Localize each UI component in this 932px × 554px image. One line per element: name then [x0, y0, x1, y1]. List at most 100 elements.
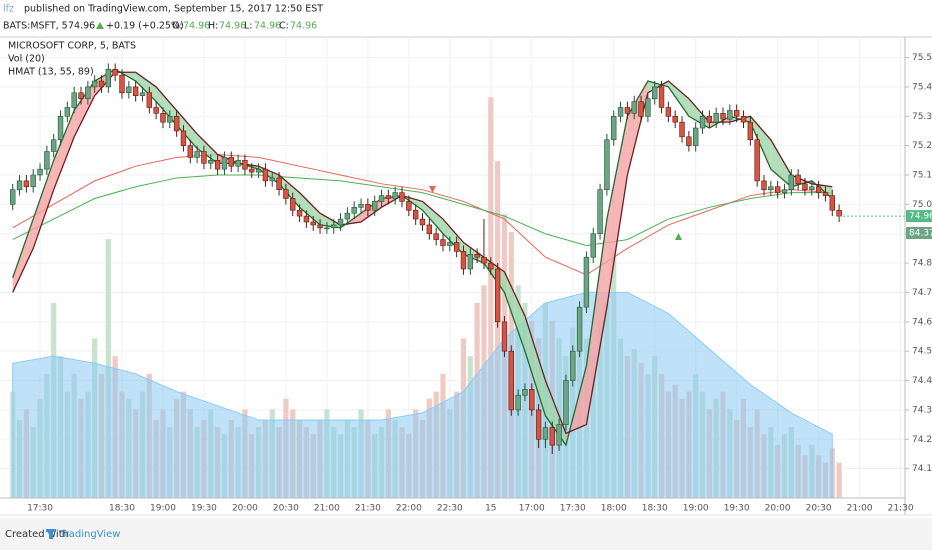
legend-volume: Vol (20): [8, 54, 45, 65]
candle-body: [672, 115, 678, 123]
candle-body: [98, 80, 105, 88]
y-tick-label: 75.40: [912, 82, 932, 92]
candle-body: [508, 350, 514, 411]
volume-bar: [488, 97, 494, 499]
moving-average: [12, 174, 833, 246]
candle-body: [460, 251, 467, 270]
candle-body: [440, 239, 446, 246]
candle-body: [105, 68, 112, 88]
candle-body: [296, 209, 303, 217]
candle-body: [201, 151, 207, 164]
volume-tag-label: 84.37: [909, 229, 932, 239]
candle-body: [337, 218, 344, 226]
candle-body: [515, 394, 521, 411]
candle-body: [372, 201, 378, 211]
hma-band: [33, 160, 54, 249]
candle-body: [71, 92, 77, 108]
y-tick-label: 75.10: [912, 171, 932, 181]
candle-body: [146, 92, 153, 108]
x-tick-label: 20:30: [273, 504, 299, 514]
candle-body: [727, 110, 733, 120]
y-tick-label: 75.00: [912, 200, 932, 210]
candle-body: [733, 110, 740, 117]
hma-band: [606, 116, 628, 308]
candle-body: [132, 86, 139, 97]
published: published on TradingView.com, September …: [24, 4, 323, 15]
x-tick-label: 21:30: [888, 504, 914, 514]
x-tick-label: 19:30: [724, 504, 750, 514]
change: +0.19 (+0.25%): [106, 21, 184, 32]
volume-ma: [12, 291, 833, 499]
candle-body: [795, 174, 801, 185]
x-tick-label: 20:00: [232, 504, 258, 514]
x-tick-label: 19:00: [150, 504, 176, 514]
hma-band: [524, 315, 546, 416]
hma-band: [156, 86, 177, 126]
candle-body: [652, 86, 658, 99]
symbol: BATS:MSFT, 5: [3, 21, 68, 32]
candle-body: [713, 113, 719, 123]
candle-body: [221, 157, 228, 170]
candle-body: [317, 224, 323, 229]
candle-body: [774, 186, 781, 193]
y-tick-label: 74.40: [912, 376, 932, 386]
hma-band: [12, 219, 34, 293]
hma-band: [668, 81, 689, 117]
candle-body: [781, 189, 788, 193]
y-tick-label: 75.50: [912, 53, 932, 63]
candle-body: [453, 242, 460, 252]
candle-body: [194, 151, 200, 158]
candle-body: [822, 192, 829, 196]
candle-body: [85, 86, 91, 99]
candle-body: [597, 189, 603, 235]
candle-body: [488, 262, 494, 270]
candle-body: [419, 218, 426, 226]
candle-body: [611, 115, 617, 141]
x-tick-label: 18:00: [601, 504, 627, 514]
candle-body: [51, 139, 57, 152]
brand-logo[interactable]: [46, 529, 56, 539]
plot-area: [0, 37, 905, 499]
candle-body: [235, 160, 241, 167]
candle-body: [590, 233, 596, 258]
x-tick-label: 18:30: [642, 504, 668, 514]
candle-body: [679, 121, 685, 138]
candle-body: [57, 115, 64, 141]
candle-body: [788, 174, 794, 190]
candle-body: [228, 157, 234, 167]
candle-body: [119, 74, 125, 94]
candle-body: [139, 92, 146, 97]
candle-body: [474, 253, 480, 258]
candle-body: [153, 107, 159, 114]
candle-body: [522, 389, 528, 396]
candle-body: [426, 224, 433, 235]
hma-line: [12, 71, 833, 435]
last-price-label: 74.96: [909, 212, 932, 222]
volume-bar: [495, 161, 501, 498]
candle-body: [638, 101, 644, 117]
candle-body: [126, 86, 132, 94]
x-tick-label: 18:30: [109, 504, 135, 514]
hma-band: [422, 201, 443, 234]
o-label: O:: [172, 21, 183, 32]
legend-symbol: MICROSOFT CORP, 5, BATS: [8, 41, 136, 52]
candle-body: [617, 107, 624, 117]
candle-body: [16, 180, 23, 190]
author[interactable]: lfz: [3, 4, 14, 15]
last-price-box: [906, 210, 932, 223]
candle-body: [269, 177, 275, 182]
candle-body: [501, 321, 508, 352]
h-label: H:: [208, 21, 218, 32]
h-value: 74.96: [219, 21, 246, 32]
candle-body: [529, 389, 535, 411]
o-value: 74.96: [183, 21, 210, 32]
candle-body: [358, 204, 364, 208]
candle-body: [399, 192, 405, 202]
candle-body: [604, 139, 610, 190]
candle-body: [78, 92, 84, 99]
candle-body: [433, 233, 439, 240]
candle-body: [406, 201, 412, 211]
footer-brand[interactable]: TradingView: [59, 529, 120, 540]
x-tick-label: 20:00: [765, 504, 791, 514]
